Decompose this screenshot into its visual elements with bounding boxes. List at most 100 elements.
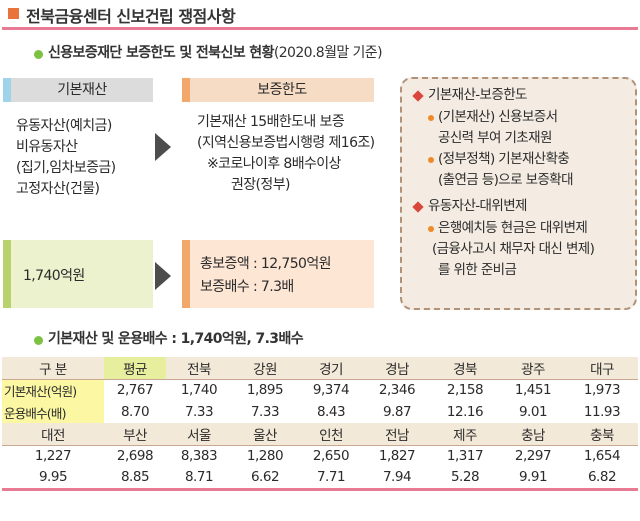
table-header-cell: 울산 <box>232 423 298 445</box>
table-cell: 7.33 <box>184 404 214 420</box>
table-cell: 1,280 <box>232 444 298 467</box>
table-cell: 2,158 <box>430 378 500 401</box>
basic-assets-line: 비유동자산 <box>16 139 78 155</box>
table-row: 9.95 8.85 8.71 6.62 7.71 7.94 5.28 9.91 … <box>2 467 638 491</box>
section1-note: (2020.8월말 기준) <box>273 45 383 61</box>
notes-item3-line2: (금융사고시 채무자 대신 변제) <box>432 241 595 257</box>
table-cell: 9.91 <box>500 467 566 491</box>
table-cell: 12.16 <box>446 404 484 420</box>
table-cell: 2,698 <box>104 444 166 467</box>
table-cell: 1,827 <box>364 444 430 467</box>
table-header-cell: 대구 <box>566 357 638 379</box>
table-cell: 1,227 <box>2 444 104 467</box>
table-header-cell: 평균 <box>104 357 166 379</box>
notes-heading-2: 유동자산-대위변제 <box>428 198 527 214</box>
orange-dot-icon <box>428 115 434 121</box>
guarantee-multiple: 보증배수 : 7.3배 <box>200 279 294 295</box>
basic-assets-total-box: 1,740억원 <box>3 240 153 308</box>
notes-item3-line3: 를 위한 준비금 <box>438 262 517 278</box>
table-row: 운용배수(배) 8.70 7.33 7.33 8.43 9.87 12.16 9… <box>2 401 638 423</box>
basic-assets-header: 기본재산 <box>3 78 153 102</box>
basic-assets-total: 1,740억원 <box>23 268 85 284</box>
orange-dot-icon <box>428 157 434 163</box>
table-header-cell: 대전 <box>2 423 104 445</box>
right-arrow-icon <box>155 133 171 161</box>
table-cell: 8.85 <box>104 467 166 491</box>
orange-dot-icon <box>428 226 434 232</box>
table-cell: 2,650 <box>298 444 364 467</box>
table-header-cell: 구 분 <box>2 357 104 379</box>
table-cell: 2,346 <box>364 378 430 401</box>
right-arrow-icon <box>155 262 171 290</box>
table-cell: 7.71 <box>298 467 364 491</box>
diamond-bullet-icon <box>412 90 424 102</box>
table-header-cell: 서울 <box>166 423 232 445</box>
section1-title: 신용보증재단 보증한도 및 전북신보 현황(2020.8월말 기준) <box>48 42 383 62</box>
table-header-cell: 전남 <box>364 423 430 445</box>
table-header-cell: 인천 <box>298 423 364 445</box>
table-cell: 1,740 <box>166 378 232 401</box>
table-header-cell: 부산 <box>104 423 166 445</box>
table-cell: 9.01 <box>518 404 548 420</box>
table-row: 기본재산(억원) 2,767 1,740 1,895 9,374 2,346 2… <box>2 378 638 401</box>
notes-heading-1: 기본재산-보증한도 <box>428 87 527 103</box>
notes-item1-line1: (기본재산) 신용보증서 <box>438 109 558 125</box>
row-label: 기본재산(억원) <box>2 378 104 401</box>
table-cell: 2,297 <box>500 444 566 467</box>
basic-assets-line: 고정자산(건물) <box>16 181 100 197</box>
table-cell: 9.87 <box>382 404 412 420</box>
guarantee-line: (지역신용보증법시행령 제16조) <box>197 135 375 151</box>
table-cell: 1,973 <box>566 378 638 401</box>
table-header-cell: 광주 <box>500 357 566 379</box>
guarantee-limit-header: 보증한도 <box>182 78 374 102</box>
table-header-cell: 강원 <box>232 357 298 379</box>
table-cell: 6.82 <box>566 467 638 491</box>
title-bullet-icon <box>8 8 19 19</box>
table-cell: 8.43 <box>316 404 346 420</box>
table-header-cell: 제주 <box>430 423 500 445</box>
title-divider <box>2 27 638 30</box>
notes-item3-line1: 은행예치등 현금은 대위변제 <box>438 220 588 236</box>
table-cell: 8,383 <box>166 444 232 467</box>
page-title: 전북금융센터 신보건립 쟁점사항 <box>26 7 236 26</box>
notes-item2-line1: (정부정책) 기본재산확충 <box>438 151 570 167</box>
basic-assets-line: (집기,임차보증금) <box>16 160 116 176</box>
table-cell: 8.70 <box>120 404 150 420</box>
table-cell: 7.94 <box>364 467 430 491</box>
green-dot-icon <box>34 336 43 345</box>
notes-box: 기본재산-보증한도 (기본재산) 신용보증서 공신력 부여 기초재원 (정부정책… <box>400 77 637 310</box>
table-row: 1,227 2,698 8,383 1,280 2,650 1,827 1,31… <box>2 444 638 467</box>
table-cell: 7.33 <box>250 404 280 420</box>
guarantee-limit-list: 기본재산 15배한도내 보증 (지역신용보증법시행령 제16조) ※코로나이후 … <box>197 112 375 196</box>
table-header-cell: 충남 <box>500 423 566 445</box>
table-header-cell: 경기 <box>298 357 364 379</box>
table-cell: 6.62 <box>232 467 298 491</box>
total-guarantee-amount: 총보증액 : 12,750억원 <box>200 256 331 272</box>
diamond-bullet-icon <box>412 201 424 213</box>
table-header-row: 대전 부산 서울 울산 인천 전남 제주 충남 충북 <box>2 423 638 445</box>
guarantee-line: ※코로나이후 8배수이상 <box>207 156 341 172</box>
guarantee-line: 권장(정부) <box>231 177 290 193</box>
guarantee-line: 기본재산 15배한도내 보증 <box>197 114 345 130</box>
table-cell: 2,767 <box>104 378 166 401</box>
table-cell: 5.28 <box>430 467 500 491</box>
table-cell: 1,317 <box>430 444 500 467</box>
section1-title-text: 신용보증재단 보증한도 및 전북신보 현황 <box>48 45 274 61</box>
table-cell: 9,374 <box>298 378 364 401</box>
basic-assets-line: 유동자산(예치금) <box>16 118 112 134</box>
row-label: 운용배수(배) <box>2 401 104 423</box>
table-cell: 11.93 <box>583 404 621 420</box>
table-cell: 1,895 <box>232 378 298 401</box>
notes-item2-line2: (출연금 등)으로 보증확대 <box>438 172 574 188</box>
table-cell: 9.95 <box>2 467 104 491</box>
table-header-row: 구 분 평균 전북 강원 경기 경남 경북 광주 대구 <box>2 357 638 379</box>
guarantee-total-box: 총보증액 : 12,750억원 보증배수 : 7.3배 <box>182 240 374 308</box>
notes-item1-line2: 공신력 부여 기초재원 <box>438 130 552 146</box>
table-cell: 8.71 <box>166 467 232 491</box>
table-header-cell: 경남 <box>364 357 430 379</box>
table-header-cell: 충북 <box>566 423 638 445</box>
table-cell: 1,654 <box>566 444 638 467</box>
table-header-cell: 경북 <box>430 357 500 379</box>
section2-title: 기본재산 및 운용배수 : 1,740억원, 7.3배수 <box>48 331 304 347</box>
basic-assets-list: 유동자산(예치금) 비유동자산 (집기,임차보증금) 고정자산(건물) <box>16 116 116 200</box>
